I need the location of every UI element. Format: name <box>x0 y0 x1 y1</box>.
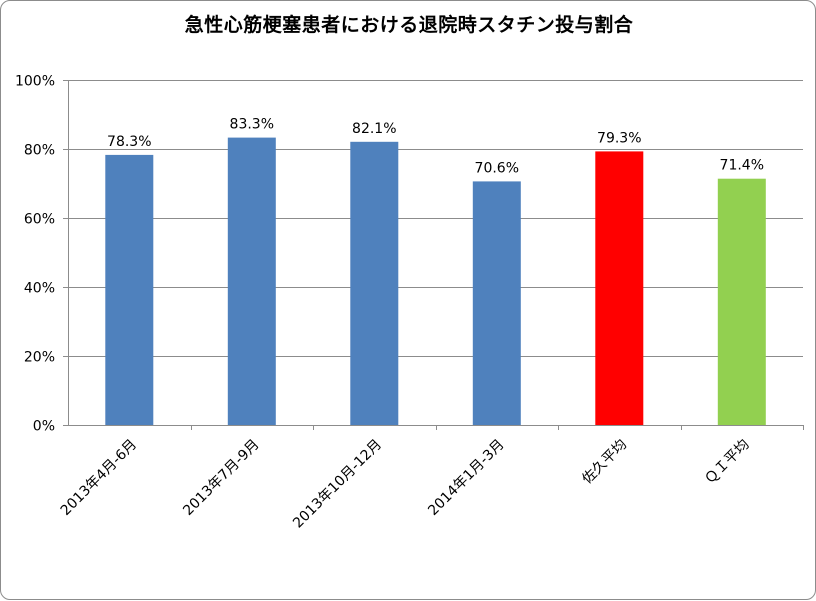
data-label: 78.3% <box>107 134 151 150</box>
data-label: 71.4% <box>720 158 764 174</box>
x-tick-label: 2013年4月-6月 <box>58 437 140 519</box>
y-tick-label: 20% <box>24 350 55 366</box>
chart-title: 急性心筋梗塞患者における退院時スタチン投与割合 <box>184 14 634 36</box>
data-label: 82.1% <box>352 121 396 137</box>
y-tick-label: 60% <box>24 212 55 228</box>
bar <box>595 151 644 425</box>
data-label: 70.6% <box>475 160 519 176</box>
x-tick-label: ＱＩ平均 <box>702 437 753 488</box>
x-tick-label: 2013年7月-9月 <box>180 437 262 519</box>
data-label: 83.3% <box>230 117 274 133</box>
y-tick-label: 40% <box>24 281 55 297</box>
y-tick-label: 80% <box>24 143 55 159</box>
bar <box>227 137 276 425</box>
x-tick-label: 2013年10月-12月 <box>290 437 385 532</box>
x-tick-label: 2014年1月-3月 <box>425 437 507 519</box>
data-label: 79.3% <box>597 130 641 146</box>
bar <box>717 178 766 425</box>
y-tick-label: 100% <box>15 74 55 90</box>
bar <box>350 141 399 426</box>
bar <box>472 181 521 425</box>
x-tick-label: 佐久平均 <box>579 437 630 488</box>
bar <box>105 154 154 425</box>
y-tick-label: 0% <box>33 419 55 435</box>
